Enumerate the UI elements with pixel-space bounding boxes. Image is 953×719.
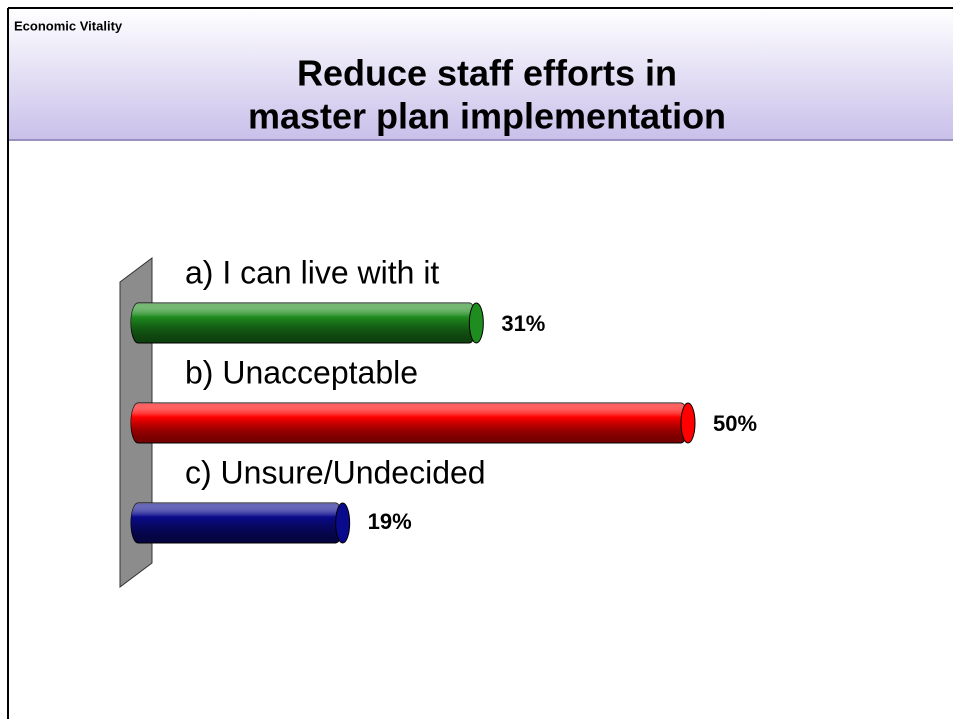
header-label: Economic Vitality [14,18,123,33]
bar-shade [131,403,688,443]
bar-cap [680,402,696,444]
category-label: b) Unacceptable [185,354,418,390]
chart-title: master plan implementation [248,96,726,137]
category-label: a) I can live with it [185,254,439,290]
bar [130,302,484,344]
value-label: 19% [368,509,412,534]
chart-title: Reduce staff efforts in [297,53,677,94]
bar-shade [131,303,477,343]
value-label: 50% [713,411,757,436]
bar-cap [335,502,351,544]
bar-shade [131,503,343,543]
bar [130,402,696,444]
bar-cap [468,302,484,344]
header-band [8,8,953,140]
value-label: 31% [501,311,545,336]
category-label: c) Unsure/Undecided [185,454,486,490]
bar [130,502,351,544]
